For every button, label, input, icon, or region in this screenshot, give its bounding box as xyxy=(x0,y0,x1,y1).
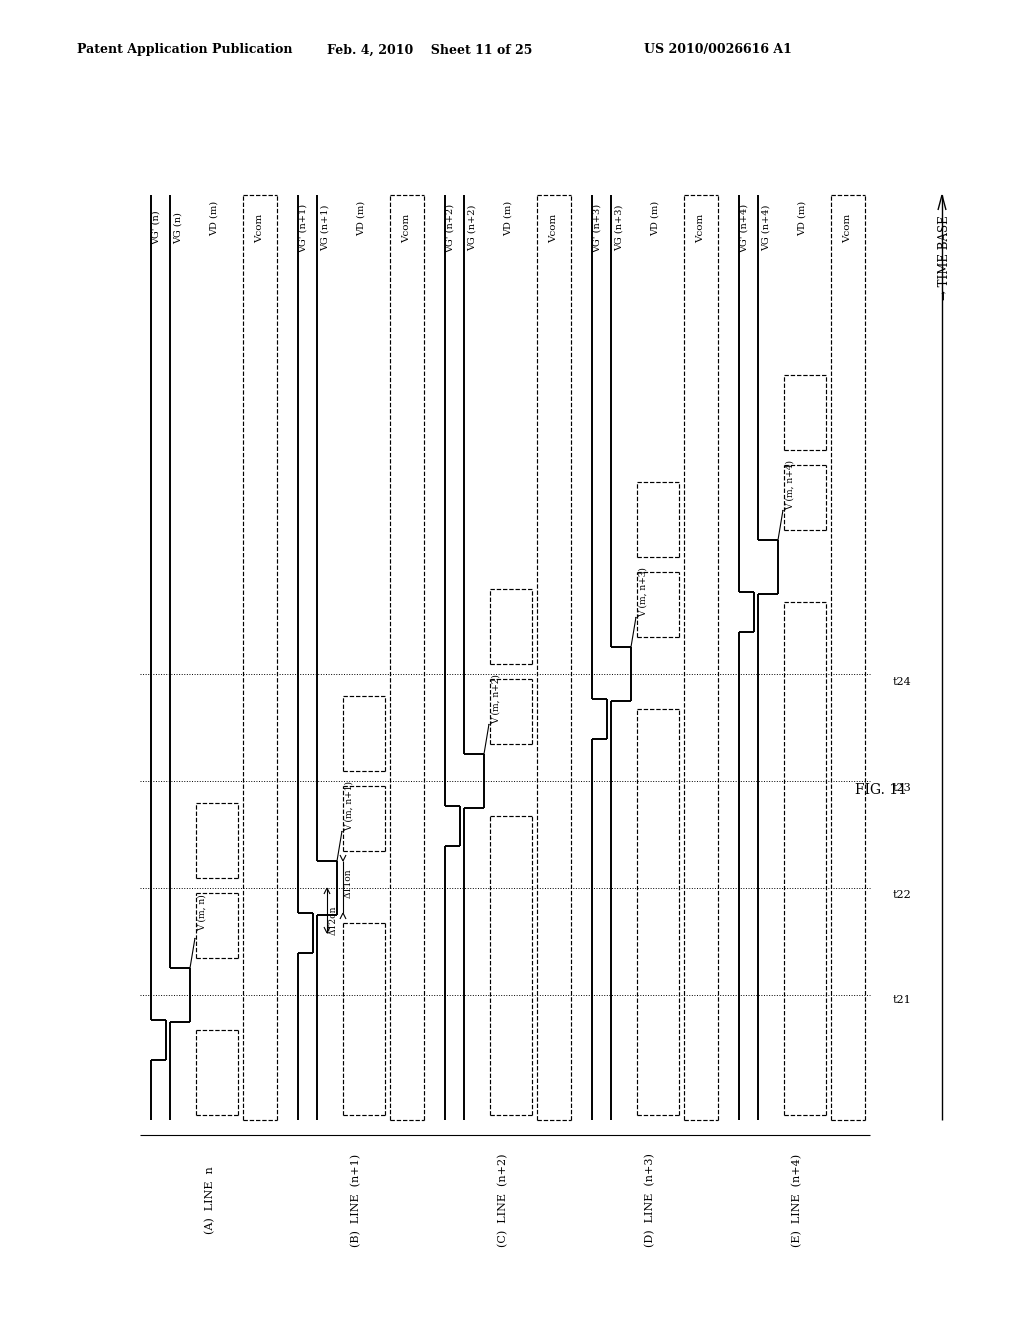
Text: V (m, n): V (m, n) xyxy=(198,895,207,932)
Text: t23: t23 xyxy=(893,783,911,793)
Text: Vcom: Vcom xyxy=(696,214,706,243)
Text: V (m, n+2): V (m, n+2) xyxy=(492,675,501,723)
Text: ΔT1on: ΔT1on xyxy=(343,869,352,898)
Text: (E)  LINE  (n+4): (E) LINE (n+4) xyxy=(792,1154,802,1246)
Text: t24: t24 xyxy=(893,677,911,686)
Text: VD (m): VD (m) xyxy=(210,201,218,235)
Text: VG' (n+1): VG' (n+1) xyxy=(299,203,307,252)
Text: VG (n): VG (n) xyxy=(173,213,182,244)
Text: → TIME BASE: → TIME BASE xyxy=(939,215,951,301)
Text: Vcom: Vcom xyxy=(844,214,853,243)
Text: VD (m): VD (m) xyxy=(504,201,512,235)
Text: VG' (n+4): VG' (n+4) xyxy=(739,203,749,252)
Text: V (m, n+1): V (m, n+1) xyxy=(344,781,353,832)
Text: (A)  LINE  n: (A) LINE n xyxy=(205,1166,215,1234)
Text: V (m, n+3): V (m, n+3) xyxy=(639,568,647,616)
Text: VG (n+4): VG (n+4) xyxy=(762,205,770,251)
Text: VG' (n+3): VG' (n+3) xyxy=(593,203,601,252)
Text: VD (m): VD (m) xyxy=(650,201,659,235)
Text: FIG. 11: FIG. 11 xyxy=(855,783,907,797)
Text: VD (m): VD (m) xyxy=(798,201,807,235)
Text: V (m, n+4): V (m, n+4) xyxy=(785,459,795,510)
Text: (C)  LINE  (n+2): (C) LINE (n+2) xyxy=(498,1154,508,1247)
Text: US 2010/0026616 A1: US 2010/0026616 A1 xyxy=(644,44,792,57)
Text: (B)  LINE  (n+1): (B) LINE (n+1) xyxy=(351,1154,361,1246)
Text: Patent Application Publication: Patent Application Publication xyxy=(77,44,293,57)
Text: VG (n+3): VG (n+3) xyxy=(614,205,624,251)
Text: VD (m): VD (m) xyxy=(356,201,366,235)
Text: (D)  LINE  (n+3): (D) LINE (n+3) xyxy=(645,1154,655,1247)
Text: Vcom: Vcom xyxy=(256,214,264,243)
Text: Feb. 4, 2010    Sheet 11 of 25: Feb. 4, 2010 Sheet 11 of 25 xyxy=(328,44,532,57)
Text: VG (n+1): VG (n+1) xyxy=(321,205,330,251)
Text: ΔT2on: ΔT2on xyxy=(329,906,338,935)
Text: VG (n+2): VG (n+2) xyxy=(468,205,476,251)
Text: Vcom: Vcom xyxy=(402,214,412,243)
Text: Vcom: Vcom xyxy=(550,214,558,243)
Text: t22: t22 xyxy=(893,890,911,900)
Text: VG' (n): VG' (n) xyxy=(152,211,161,246)
Text: t21: t21 xyxy=(893,995,911,1005)
Text: VG' (n+2): VG' (n+2) xyxy=(445,203,455,252)
